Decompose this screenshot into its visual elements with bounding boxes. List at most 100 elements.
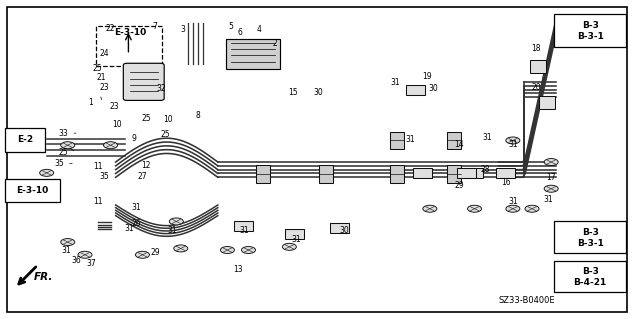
Circle shape (241, 247, 255, 254)
Text: B-4-21: B-4-21 (573, 278, 607, 287)
Bar (531, 60, 547, 73)
FancyBboxPatch shape (554, 221, 626, 253)
Text: 14: 14 (454, 140, 464, 149)
FancyBboxPatch shape (97, 26, 162, 66)
Circle shape (220, 247, 234, 254)
Circle shape (525, 205, 539, 212)
Circle shape (170, 218, 183, 225)
Text: 9: 9 (131, 134, 136, 143)
Circle shape (173, 245, 188, 252)
Text: E-3-10: E-3-10 (115, 28, 147, 37)
Bar (406, 85, 426, 95)
Text: B-3-1: B-3-1 (577, 32, 604, 41)
Text: 8: 8 (195, 111, 200, 120)
Text: 25: 25 (141, 114, 151, 123)
Bar (413, 168, 432, 178)
Text: 1: 1 (88, 98, 92, 107)
Circle shape (104, 142, 118, 149)
Text: 30: 30 (429, 85, 438, 93)
Text: 31: 31 (291, 235, 301, 244)
Circle shape (423, 205, 437, 212)
Text: 4: 4 (257, 25, 262, 34)
Text: 7: 7 (153, 22, 157, 31)
Text: 31: 31 (390, 78, 400, 87)
Circle shape (61, 142, 75, 149)
Text: 18: 18 (531, 44, 541, 54)
Text: 31: 31 (167, 226, 177, 234)
Text: 12: 12 (141, 161, 151, 170)
Text: 36: 36 (71, 256, 81, 265)
Text: 31: 31 (544, 195, 554, 204)
Circle shape (282, 243, 296, 250)
Text: 21: 21 (97, 73, 106, 82)
Text: 26: 26 (131, 219, 141, 228)
Text: 23: 23 (99, 83, 109, 92)
Text: SZ33-B0400E: SZ33-B0400E (499, 296, 556, 305)
Text: 17: 17 (547, 173, 556, 182)
Text: FR.: FR. (34, 272, 53, 282)
Text: 30: 30 (314, 88, 324, 97)
Circle shape (136, 251, 150, 258)
Bar (447, 165, 461, 182)
Text: 16: 16 (502, 178, 511, 187)
Text: 10: 10 (163, 115, 173, 124)
Bar (255, 165, 269, 182)
FancyBboxPatch shape (7, 7, 627, 312)
FancyBboxPatch shape (554, 14, 626, 47)
Bar (539, 96, 555, 109)
Text: 33: 33 (58, 129, 68, 137)
Text: 11: 11 (93, 162, 102, 171)
Text: 25: 25 (93, 63, 102, 72)
Bar (285, 229, 304, 239)
FancyBboxPatch shape (5, 128, 45, 152)
Circle shape (61, 239, 75, 246)
Bar (390, 165, 404, 182)
FancyBboxPatch shape (554, 261, 626, 292)
Text: B-3: B-3 (582, 21, 598, 30)
Circle shape (506, 205, 520, 212)
Text: B-3: B-3 (582, 228, 598, 237)
Text: 22: 22 (106, 24, 115, 33)
Text: 10: 10 (112, 120, 122, 129)
Bar (458, 168, 476, 178)
Text: 2: 2 (273, 39, 278, 48)
FancyBboxPatch shape (5, 179, 60, 202)
Text: 25: 25 (58, 148, 68, 157)
Text: E-2: E-2 (17, 135, 33, 144)
Text: 31: 31 (125, 224, 134, 233)
Circle shape (40, 169, 54, 176)
Bar (464, 168, 483, 178)
Text: 27: 27 (138, 172, 147, 181)
Text: 6: 6 (237, 28, 243, 37)
Bar (234, 221, 253, 231)
Text: 31: 31 (61, 246, 70, 255)
Bar (447, 132, 461, 149)
Text: 23: 23 (109, 102, 119, 111)
Text: 3: 3 (180, 25, 185, 34)
Circle shape (506, 137, 520, 144)
Text: 30: 30 (339, 226, 349, 234)
Text: 31: 31 (131, 203, 141, 212)
Bar (319, 165, 333, 182)
Text: 29: 29 (454, 181, 464, 190)
Bar (390, 132, 404, 149)
Text: B-3-1: B-3-1 (577, 240, 604, 249)
Text: 35: 35 (99, 172, 109, 181)
Text: 13: 13 (234, 264, 243, 274)
Text: 24: 24 (99, 49, 109, 58)
Text: B-3: B-3 (582, 267, 598, 276)
Text: 31: 31 (406, 135, 415, 144)
Circle shape (78, 251, 92, 258)
Text: 25: 25 (161, 130, 170, 139)
Circle shape (544, 185, 558, 192)
Circle shape (467, 205, 481, 212)
Text: 28: 28 (480, 165, 490, 174)
Circle shape (544, 159, 558, 166)
Text: 31: 31 (508, 140, 518, 149)
Text: 31: 31 (483, 133, 492, 142)
FancyBboxPatch shape (226, 39, 280, 69)
Text: 19: 19 (422, 72, 432, 81)
Text: 11: 11 (93, 197, 102, 206)
Bar (495, 168, 515, 178)
Text: 32: 32 (157, 84, 166, 93)
